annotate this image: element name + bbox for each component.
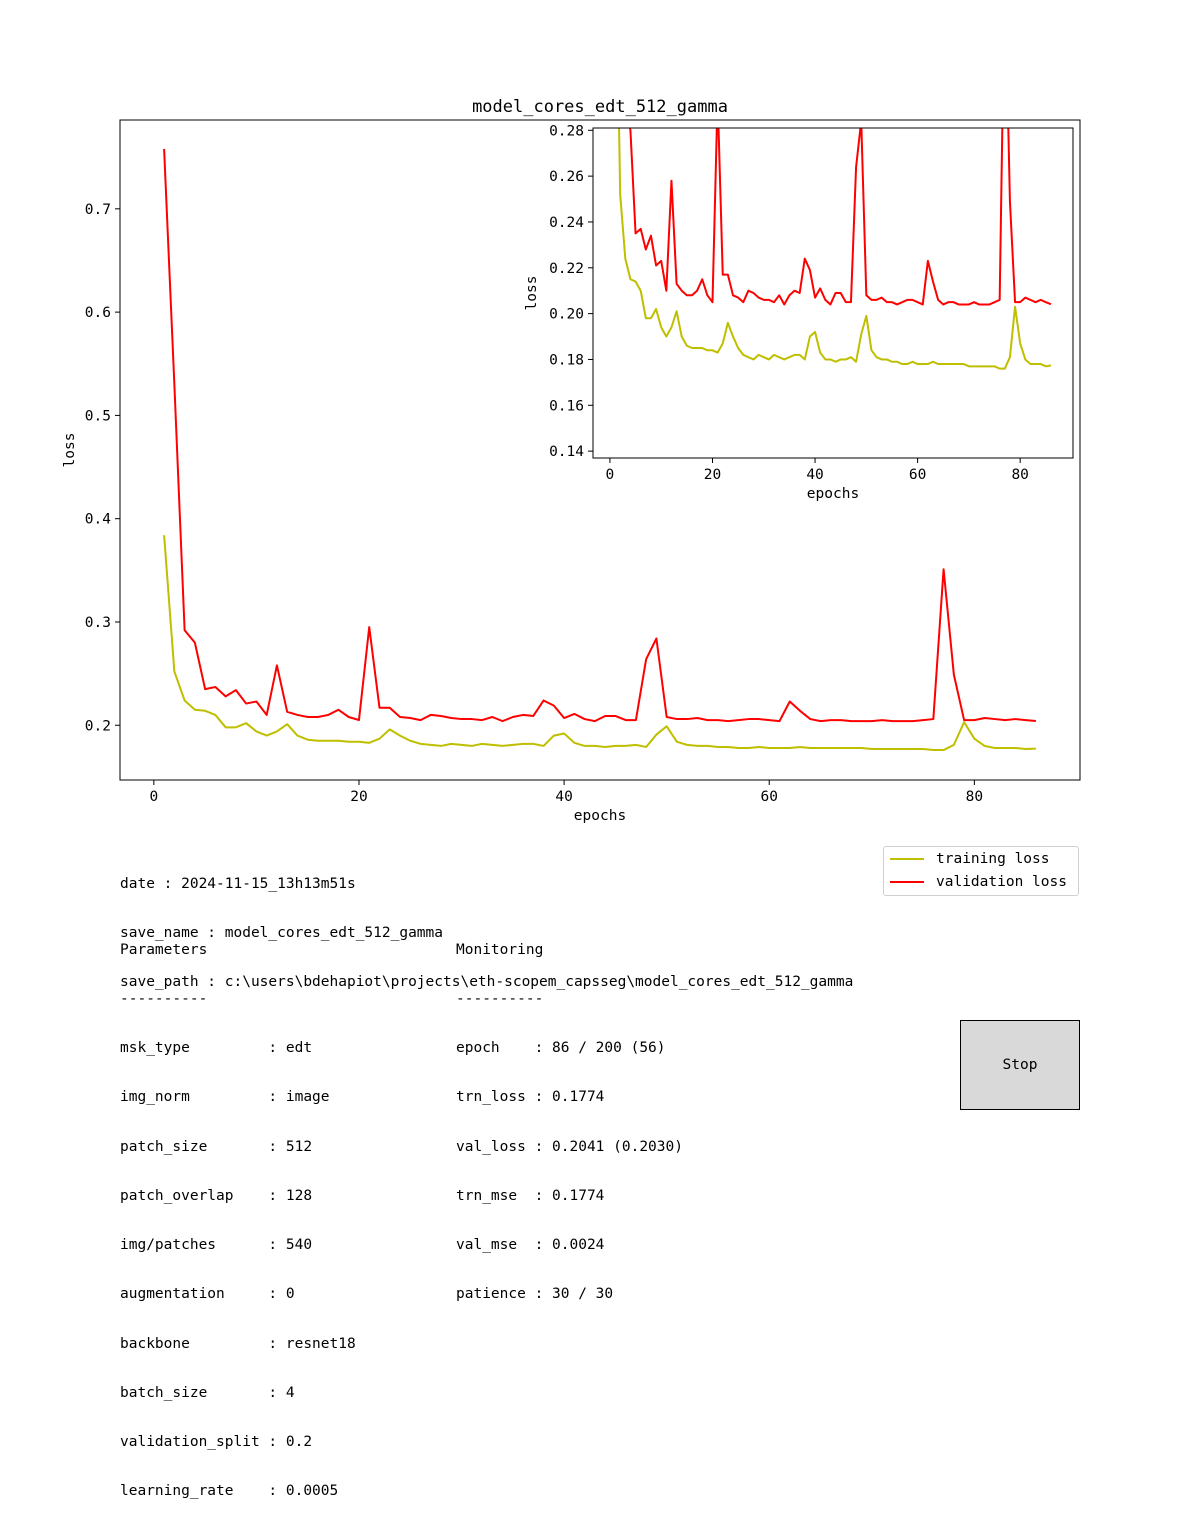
parameter-line: learning_rate : 0.0005 xyxy=(120,1483,339,1500)
monitoring-rule: ---------- xyxy=(456,991,544,1008)
save-path-line: save_path : c:\users\bdehapiot\projects\… xyxy=(120,974,854,991)
main-x-tick-label: 0 xyxy=(149,789,158,805)
parameter-line: validation_split : 0.2 xyxy=(120,1434,313,1450)
inset-y-tick-label: 0.20 xyxy=(549,307,584,323)
main-y-tick-label: 0.6 xyxy=(85,305,111,321)
monitoring-line: patience : 30 / 30 xyxy=(456,1286,614,1303)
legend-item-validation: validation loss xyxy=(890,872,1067,892)
main-x-tick-label: 60 xyxy=(760,789,777,805)
inset-x-tick-label: 0 xyxy=(606,467,615,483)
main-y-tick-label: 0.5 xyxy=(85,408,111,424)
parameter-line: img/patches : 540 xyxy=(120,1237,313,1254)
inset-y-tick-label: 0.18 xyxy=(549,352,584,368)
main-x-axis-label: epochs xyxy=(574,808,626,824)
inset-x-tick-label: 20 xyxy=(704,467,721,483)
monitoring-line: val_mse : 0.0024 xyxy=(456,1237,605,1254)
monitoring-line: val_loss : 0.2041 (0.2030) xyxy=(456,1138,683,1155)
legend-swatch xyxy=(890,881,924,883)
inset-x-axis-label: epochs xyxy=(807,486,859,502)
main-y-tick-label: 0.4 xyxy=(85,512,111,528)
inset-y-axis-label: loss xyxy=(524,276,540,311)
monitoring-line: trn_loss : 0.1774 xyxy=(456,1089,605,1106)
main-x-tick-label: 80 xyxy=(966,789,983,805)
parameters-heading: Parameters xyxy=(120,941,208,958)
legend-swatch xyxy=(890,858,924,860)
parameter-line: msk_type : edt xyxy=(120,1040,313,1057)
main-y-tick-label: 0.2 xyxy=(85,718,111,734)
inset-x-tick-label: 40 xyxy=(806,467,823,483)
legend-item-training: training loss xyxy=(890,849,1050,869)
monitoring-block: Monitoring ---------- epoch : 86 / 200 (… xyxy=(456,909,683,1319)
parameters-block: Parameters ---------- msk_type : edt img… xyxy=(120,909,356,1516)
stop-button[interactable]: Stop xyxy=(960,1020,1080,1110)
inset-series-training xyxy=(618,128,1052,370)
inset-x-tick-label: 80 xyxy=(1011,467,1028,483)
main-frame xyxy=(119,119,1081,781)
chart-title: model_cores_edt_512_gamma xyxy=(472,97,728,117)
main-y-tick-label: 0.7 xyxy=(85,202,111,218)
main-series-training xyxy=(163,535,1036,752)
inset-y-tick-label: 0.22 xyxy=(549,261,584,277)
inset-series-validation xyxy=(628,128,1052,306)
parameter-line: augmentation : 0 xyxy=(120,1286,295,1303)
chart-legend: training loss validation loss xyxy=(883,846,1079,896)
parameters-rule: ---------- xyxy=(120,991,208,1008)
inset-y-tick-label: 0.28 xyxy=(549,123,584,139)
legend-label: training loss xyxy=(936,851,1050,867)
inset-y-tick-label: 0.16 xyxy=(549,398,584,414)
training-figure: model_cores_edt_512_gamma 0 20 40 60 80 0.2 0.… xyxy=(62,97,1081,824)
main-x-tick-label: 20 xyxy=(350,789,367,805)
inset-x-tick-label: 60 xyxy=(909,467,926,483)
inset-y-tick-label: 0.24 xyxy=(549,215,584,231)
inset-y-tick-label: 0.14 xyxy=(549,444,584,460)
parameter-line: patch_size : 512 xyxy=(120,1138,313,1155)
date-line: date : 2024-11-15_13h13m51s xyxy=(120,875,356,892)
parameter-line: patch_overlap : 128 xyxy=(120,1187,313,1204)
main-y-tick-label: 0.3 xyxy=(85,615,111,631)
legend-label: validation loss xyxy=(936,874,1067,890)
parameter-line: backbone : resnet18 xyxy=(120,1335,356,1352)
monitoring-line: trn_mse : 0.1774 xyxy=(456,1187,605,1204)
inset-plot: 0 20 40 60 80 0.14 0.16 0.18 0.20 0.22 0.24 0.26 0.2… xyxy=(524,123,1074,502)
main-x-tick-label: 40 xyxy=(555,789,572,805)
inset-frame xyxy=(592,127,1074,459)
parameter-line: batch_size : 4 xyxy=(120,1384,295,1401)
main-y-axis-label: loss xyxy=(62,433,78,468)
parameter-line: img_norm : image xyxy=(120,1089,330,1106)
save-name-line: save_name : model_cores_edt_512_gamma xyxy=(120,925,444,942)
run-info: date : 2024-11-15_13h13m51s save_name : … xyxy=(120,843,853,1007)
monitoring-line: epoch : 86 / 200 (56) xyxy=(456,1040,666,1057)
main-series-validation xyxy=(163,148,1036,723)
inset-plot-background xyxy=(593,128,1073,458)
inset-y-tick-label: 0.26 xyxy=(549,169,584,185)
monitoring-heading: Monitoring xyxy=(456,941,544,958)
